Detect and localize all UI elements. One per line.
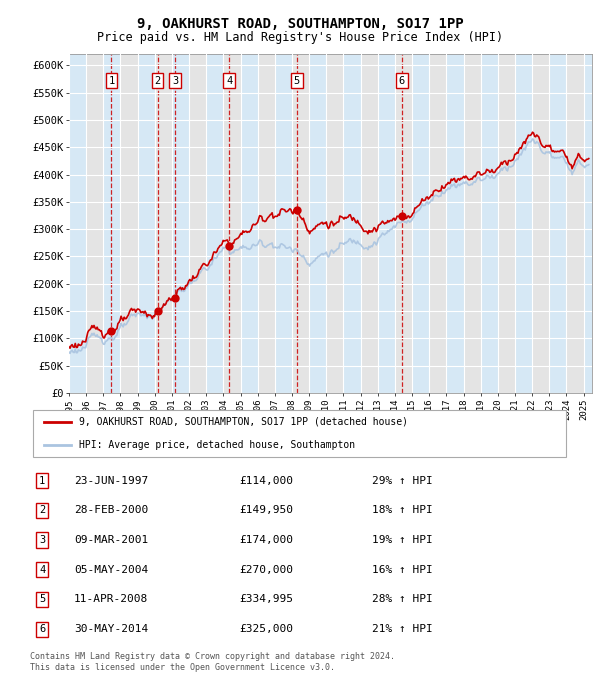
Bar: [481, 54, 498, 393]
Text: 5: 5: [293, 75, 300, 86]
Text: 5: 5: [39, 594, 45, 605]
Text: £270,000: £270,000: [240, 564, 294, 575]
Text: 29% ↑ HPI: 29% ↑ HPI: [372, 475, 433, 486]
Bar: [378, 54, 395, 393]
Text: 30-MAY-2014: 30-MAY-2014: [74, 624, 148, 634]
Text: 1: 1: [108, 75, 115, 86]
Text: 4: 4: [226, 75, 232, 86]
Text: 05-MAY-2004: 05-MAY-2004: [74, 564, 148, 575]
Bar: [206, 54, 223, 393]
Text: £325,000: £325,000: [240, 624, 294, 634]
Text: 18% ↑ HPI: 18% ↑ HPI: [372, 505, 433, 515]
Bar: [275, 54, 292, 393]
Text: 2: 2: [39, 505, 45, 515]
Text: HPI: Average price, detached house, Southampton: HPI: Average price, detached house, Sout…: [79, 440, 355, 450]
Text: 19% ↑ HPI: 19% ↑ HPI: [372, 535, 433, 545]
Text: £149,950: £149,950: [240, 505, 294, 515]
Text: £114,000: £114,000: [240, 475, 294, 486]
Text: 3: 3: [39, 535, 45, 545]
Bar: [412, 54, 429, 393]
Text: 21% ↑ HPI: 21% ↑ HPI: [372, 624, 433, 634]
Bar: [69, 54, 86, 393]
Bar: [137, 54, 155, 393]
Text: 3: 3: [172, 75, 178, 86]
Text: 2: 2: [154, 75, 161, 86]
Bar: [550, 54, 566, 393]
Text: 16% ↑ HPI: 16% ↑ HPI: [372, 564, 433, 575]
Bar: [172, 54, 189, 393]
Bar: [343, 54, 361, 393]
Text: 6: 6: [39, 624, 45, 634]
Text: 9, OAKHURST ROAD, SOUTHAMPTON, SO17 1PP: 9, OAKHURST ROAD, SOUTHAMPTON, SO17 1PP: [137, 17, 463, 31]
Text: 11-APR-2008: 11-APR-2008: [74, 594, 148, 605]
Bar: [103, 54, 121, 393]
Text: £334,995: £334,995: [240, 594, 294, 605]
Bar: [309, 54, 326, 393]
Text: 28% ↑ HPI: 28% ↑ HPI: [372, 594, 433, 605]
FancyBboxPatch shape: [33, 410, 566, 457]
Text: Contains HM Land Registry data © Crown copyright and database right 2024.
This d: Contains HM Land Registry data © Crown c…: [30, 652, 395, 672]
Text: Price paid vs. HM Land Registry's House Price Index (HPI): Price paid vs. HM Land Registry's House …: [97, 31, 503, 44]
Text: 28-FEB-2000: 28-FEB-2000: [74, 505, 148, 515]
Text: 09-MAR-2001: 09-MAR-2001: [74, 535, 148, 545]
Bar: [446, 54, 464, 393]
Text: 6: 6: [399, 75, 405, 86]
Bar: [584, 54, 592, 393]
Bar: [241, 54, 257, 393]
Text: 23-JUN-1997: 23-JUN-1997: [74, 475, 148, 486]
Bar: [515, 54, 532, 393]
Text: 1: 1: [39, 475, 45, 486]
Text: £174,000: £174,000: [240, 535, 294, 545]
Text: 9, OAKHURST ROAD, SOUTHAMPTON, SO17 1PP (detached house): 9, OAKHURST ROAD, SOUTHAMPTON, SO17 1PP …: [79, 417, 407, 427]
Text: 4: 4: [39, 564, 45, 575]
